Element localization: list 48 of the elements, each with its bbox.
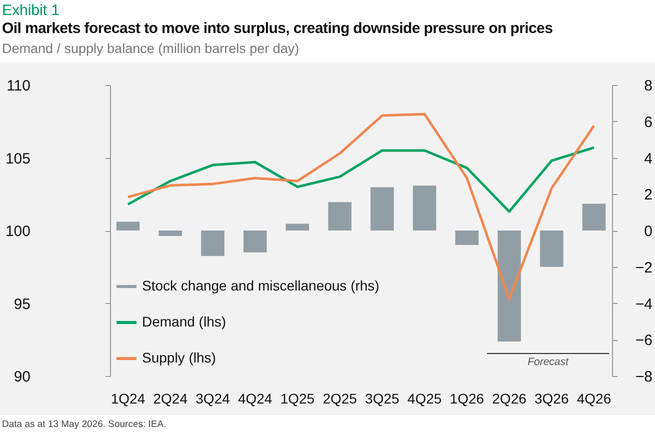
bar <box>455 230 479 246</box>
annotation: Forecast <box>526 356 570 368</box>
x-tick-label: 3Q26 <box>534 390 569 406</box>
x-tick-label: 3Q24 <box>196 390 230 406</box>
y-tick-label: 100 <box>5 223 30 240</box>
y-tick-label: 105 <box>5 150 30 168</box>
text: Exhibit 1 <box>2 2 60 19</box>
bar <box>286 224 310 230</box>
x-tick-label: 3Q25 <box>365 390 400 406</box>
legend-label: Stock change and miscellaneous (rhs) <box>142 278 380 294</box>
bar <box>498 230 521 342</box>
y-tick-label: 90 <box>14 368 30 386</box>
x-tick-label: 2Q25 <box>322 390 358 406</box>
x-tick-label: 4Q26 <box>576 390 612 406</box>
x-tick-label: 1Q25 <box>280 390 315 406</box>
x-tick-label: 4Q24 <box>238 390 272 406</box>
chart-subtitle: Demand / supply balance (million barrels per day) <box>2 41 300 56</box>
y-tick-label: 110 <box>6 78 30 94</box>
legend-label: Demand (lhs) <box>142 314 226 330</box>
bar <box>116 222 140 230</box>
y2-tick-label: 0 <box>644 223 652 240</box>
bar <box>201 230 224 256</box>
y2-tick-label: 8 <box>644 78 652 94</box>
y-tick-label: 95 <box>14 296 30 313</box>
y2-tick-label: −8 <box>635 368 652 386</box>
x-tick-label: 2Q26 <box>492 390 527 406</box>
y2-tick-label: −4 <box>635 296 652 313</box>
bar <box>412 186 436 230</box>
legend-label: Supply (lhs) <box>142 350 216 366</box>
bar <box>582 204 606 230</box>
bar <box>158 230 182 236</box>
y2-tick-label: 4 <box>644 150 652 168</box>
line-series <box>126 112 596 300</box>
y2-tick-label: 6 <box>644 114 652 131</box>
y2-tick-label: −6 <box>635 332 652 350</box>
bar <box>370 187 394 230</box>
chart-title: Oil markets forecast to move into surplus, creating downside pressure on prices <box>2 20 553 37</box>
x-tick-label: 2Q24 <box>153 390 188 406</box>
x-tick-label: 1Q24 <box>110 390 146 406</box>
y2-tick-label: −2 <box>635 259 652 276</box>
text: Data as at 13 May 2026. Sources: IEA. <box>2 419 166 430</box>
line-series <box>126 146 596 213</box>
x-tick-label: 1Q26 <box>450 390 484 406</box>
y2-tick-label: 2 <box>644 186 652 204</box>
bar <box>328 202 352 230</box>
x-tick-label: 4Q25 <box>407 390 442 406</box>
bar <box>243 230 267 252</box>
bar <box>540 230 564 267</box>
